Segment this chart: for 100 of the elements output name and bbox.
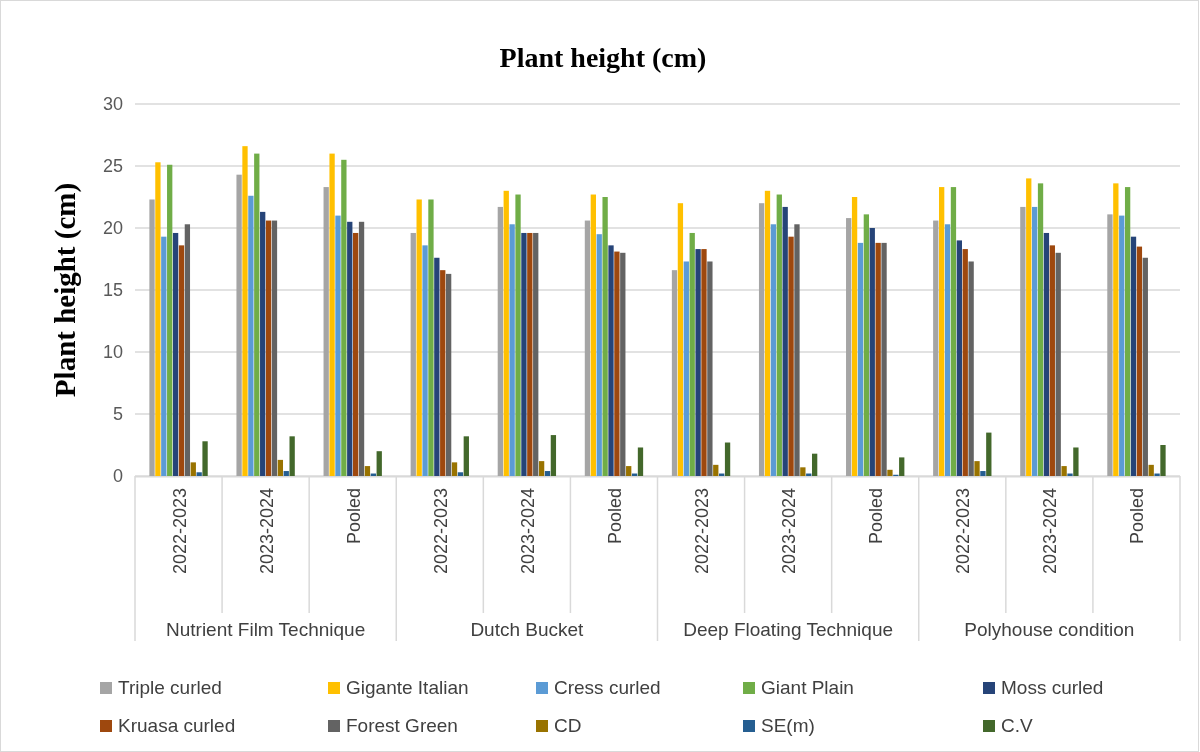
y-tick-label: 5	[112, 404, 123, 425]
y-axis-title: Plant height (cm)	[49, 182, 82, 398]
bar	[1107, 214, 1113, 476]
x-tick-label: 2023-2024	[517, 488, 538, 575]
bar	[544, 471, 551, 476]
bar	[846, 218, 852, 476]
bar	[899, 457, 905, 476]
bar	[329, 153, 335, 476]
bar	[196, 472, 202, 476]
bar	[794, 224, 800, 476]
bar	[788, 236, 794, 476]
bar	[782, 206, 788, 476]
bar	[637, 447, 644, 476]
bar	[1136, 246, 1143, 476]
bar	[776, 194, 782, 476]
chart-title: Plant height (cm)	[499, 42, 707, 73]
bar	[939, 187, 945, 476]
bar	[1026, 178, 1032, 476]
bar	[538, 461, 545, 476]
bar	[1049, 245, 1055, 476]
bar	[986, 432, 992, 476]
bar	[944, 224, 951, 476]
x-tick-label: 2022-2023	[169, 488, 190, 575]
x-tick-label: Pooled	[604, 488, 625, 545]
bar	[353, 232, 359, 476]
bar	[1160, 445, 1166, 476]
bar	[590, 194, 596, 476]
bar	[881, 242, 887, 476]
bar	[1073, 447, 1079, 476]
text: Nutrient Film Technique	[166, 619, 366, 640]
bar	[428, 199, 434, 476]
bar	[950, 187, 957, 476]
x-tick-label: Pooled	[866, 488, 887, 545]
bar	[451, 462, 458, 476]
x-tick-label: 2023-2024	[256, 488, 277, 575]
text: Polyhouse condition	[964, 619, 1135, 640]
bar	[503, 190, 509, 476]
bar	[724, 442, 731, 476]
bar	[260, 211, 266, 476]
bar	[683, 261, 689, 476]
bar	[695, 249, 701, 476]
bar	[283, 471, 289, 476]
bar	[758, 203, 765, 476]
bar	[863, 214, 870, 476]
bar	[289, 436, 295, 476]
bar	[445, 273, 452, 476]
bar	[974, 461, 980, 476]
bar	[770, 224, 777, 476]
y-tick-label: 30	[102, 94, 123, 115]
bar	[184, 224, 191, 476]
y-tick-label: 15	[102, 280, 123, 301]
bar	[851, 197, 858, 476]
x-tick-label: 2022-2023	[430, 488, 451, 575]
bar	[202, 441, 208, 476]
bar	[671, 270, 678, 476]
bar	[1020, 206, 1026, 476]
bar	[533, 232, 539, 476]
bar	[178, 245, 185, 476]
bar	[416, 199, 422, 476]
bar	[1037, 183, 1044, 476]
text: Deep Floating Technique	[683, 619, 894, 640]
bar	[933, 220, 939, 476]
x-tick-label: 2022-2023	[953, 488, 974, 575]
text: Dutch Bucket	[470, 619, 585, 640]
bar	[887, 469, 893, 476]
bar	[161, 236, 167, 476]
bar	[497, 206, 504, 476]
bar	[689, 232, 695, 476]
x-tick-label: 2023-2024	[1040, 488, 1061, 575]
bar	[602, 197, 608, 476]
legend-label: Moss curled	[1001, 677, 1104, 698]
bar	[707, 261, 713, 476]
legend-label: Triple curled	[118, 677, 222, 698]
bar	[457, 472, 464, 476]
bar	[1067, 473, 1073, 476]
bar	[596, 234, 602, 476]
bar	[980, 471, 986, 476]
y-tick-label: 20	[102, 218, 123, 239]
bar	[521, 232, 527, 476]
bar	[463, 436, 469, 476]
bar	[550, 435, 557, 476]
bar	[800, 467, 806, 476]
bar	[277, 459, 284, 476]
bar	[422, 245, 428, 476]
bar	[509, 224, 515, 476]
y-tick-label: 25	[102, 156, 123, 177]
bar	[190, 462, 196, 476]
bar	[149, 199, 155, 476]
legend-label: Cress curled	[554, 677, 661, 698]
bar	[1142, 257, 1148, 476]
bar	[167, 164, 173, 476]
bar	[1154, 473, 1160, 476]
legend-label: Forest Green	[346, 715, 458, 736]
bar	[347, 221, 353, 476]
bar	[875, 242, 881, 476]
bar	[323, 187, 329, 476]
bar	[1124, 187, 1131, 476]
bar	[434, 257, 440, 476]
x-tick-label: Pooled	[343, 488, 364, 545]
x-tick-label: Pooled	[1127, 488, 1148, 545]
